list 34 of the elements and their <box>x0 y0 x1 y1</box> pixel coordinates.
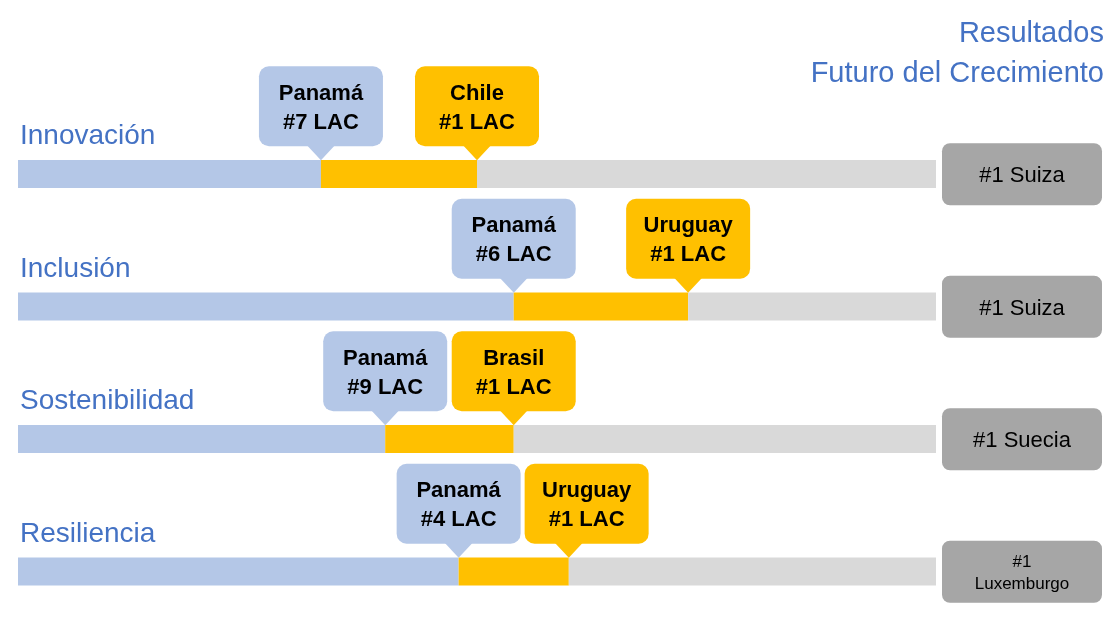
y-tick-label: Resiliencia <box>20 516 156 548</box>
bar <box>513 425 936 453</box>
label-box: #1 Suecia <box>942 408 1102 471</box>
label-box: #1 Suiza <box>942 275 1102 338</box>
chart-subtitle: Futuro del Crecimiento <box>810 55 1104 90</box>
annotation: #1 Suiza <box>979 294 1066 320</box>
bar <box>18 292 514 321</box>
bar <box>385 425 514 453</box>
bar <box>477 160 936 188</box>
y-tick-label: Innovación <box>20 119 156 151</box>
y-tick-label: Sostenibilidad <box>20 384 195 416</box>
y-tick-label: Inclusión <box>20 251 131 283</box>
annotation: Uruguay #1 LAC <box>542 476 633 531</box>
bar <box>18 160 321 188</box>
bar <box>18 557 459 586</box>
bar <box>18 425 386 453</box>
text: Resultados <box>957 15 1104 50</box>
annotation: Chile #1 LAC <box>439 79 516 134</box>
annotation: #1 Luxemburgo <box>974 551 1070 593</box>
annotation: Brasil #1 LAC <box>475 344 552 399</box>
bar <box>513 292 689 321</box>
label-box: #1 Luxemburgo <box>942 540 1102 603</box>
annotation: Panamá #6 LAC <box>471 211 557 266</box>
label-box: #1 Suiza <box>942 143 1102 206</box>
bar <box>568 557 936 586</box>
bar <box>320 160 477 188</box>
annotation: Panamá #7 LAC <box>278 79 364 134</box>
annotation: Uruguay #1 LAC <box>643 211 734 266</box>
annotation: #1 Suiza <box>979 161 1066 187</box>
annotation: Panamá #4 LAC <box>416 476 502 531</box>
bar <box>688 292 936 321</box>
annotation: #1 Suecia <box>973 426 1072 452</box>
bar <box>458 557 569 586</box>
annotation: Panamá #9 LAC <box>343 344 429 399</box>
